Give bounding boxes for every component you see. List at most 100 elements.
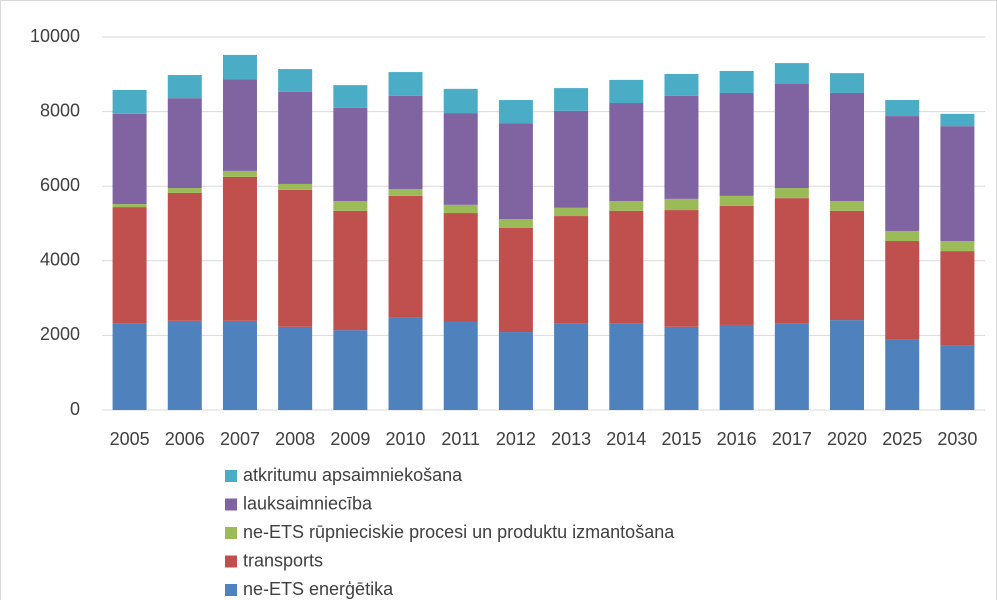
bar-segment xyxy=(333,210,368,331)
legend-swatch xyxy=(225,498,237,511)
x-tick-label: 2009 xyxy=(330,429,370,449)
x-tick-label: 2015 xyxy=(661,429,701,449)
bar-segment xyxy=(554,88,589,111)
bar-segment xyxy=(333,330,368,410)
bar-segment xyxy=(719,92,754,196)
bar-segment xyxy=(222,170,257,177)
bar-segment xyxy=(112,207,147,324)
bar-segment xyxy=(388,317,423,410)
bar-segment xyxy=(333,85,368,108)
bar-segment xyxy=(498,219,533,228)
bar-segment xyxy=(278,189,313,327)
bar-segment xyxy=(388,95,423,190)
bar-segment xyxy=(719,195,754,206)
bar-segment xyxy=(830,92,865,202)
bar-segment xyxy=(112,113,147,205)
bar-segment xyxy=(719,205,754,325)
legend-label: ne-ETS rūpnieciskie procesi un produktu … xyxy=(243,522,675,542)
bar-segment xyxy=(885,230,920,242)
bar-segment xyxy=(940,241,975,252)
legend-swatch xyxy=(225,527,237,539)
x-tick-label: 2020 xyxy=(827,429,867,449)
bar-segment xyxy=(885,116,920,231)
y-tick-label: 2000 xyxy=(40,324,80,344)
bar-segment xyxy=(222,176,257,321)
bar-segment xyxy=(609,210,644,324)
bar-segment xyxy=(167,98,202,189)
bar-segment xyxy=(443,113,478,205)
bar-segment xyxy=(167,75,202,99)
y-tick-label: 10000 xyxy=(30,26,80,46)
bar-segment xyxy=(940,345,975,410)
bar-segment xyxy=(609,103,644,202)
x-tick-label: 2017 xyxy=(772,429,812,449)
bar-segment xyxy=(498,123,533,220)
bar-segment xyxy=(498,332,533,410)
bar-segment xyxy=(112,89,147,114)
legend-swatch xyxy=(225,470,237,482)
bar-segment xyxy=(554,216,589,324)
x-tick-label: 2010 xyxy=(386,429,426,449)
bar-segment xyxy=(609,79,644,104)
bar-segment xyxy=(443,88,478,114)
bar-segment xyxy=(664,95,699,199)
bar-segment xyxy=(167,192,202,321)
bar-segment xyxy=(167,320,202,410)
bar-segment xyxy=(885,241,920,340)
bar-segment xyxy=(609,201,644,211)
bar-segment xyxy=(940,251,975,346)
bar-segment xyxy=(498,227,533,333)
bar-segment xyxy=(278,183,313,190)
bar-segment xyxy=(774,63,809,84)
x-tick-label: 2014 xyxy=(606,429,646,449)
y-tick-label: 4000 xyxy=(40,250,80,270)
bar-segment xyxy=(664,73,699,96)
legend-label: atkritumu apsaimniekošana xyxy=(243,465,463,485)
x-tick-label: 2016 xyxy=(717,429,757,449)
bar-segment xyxy=(885,100,920,117)
bar-segment xyxy=(554,207,589,217)
bar-segment xyxy=(774,188,809,199)
bar-segment xyxy=(609,323,644,410)
bar-segment xyxy=(222,79,257,171)
bar-segment xyxy=(278,326,313,410)
bar-segment xyxy=(940,126,975,242)
legend-swatch xyxy=(225,584,237,596)
bar-segment xyxy=(333,107,368,202)
x-tick-label: 2011 xyxy=(441,429,480,449)
legend-label: ne-ETS enerģētika xyxy=(243,579,394,599)
bar-segment xyxy=(443,213,478,322)
bar-segment xyxy=(388,72,423,96)
legend-swatch xyxy=(225,555,237,568)
bar-segment xyxy=(885,339,920,410)
bar-segment xyxy=(664,198,699,211)
bar-segment xyxy=(830,73,865,93)
x-tick-label: 2005 xyxy=(110,429,150,449)
bar-segment xyxy=(222,320,257,410)
bar-segment xyxy=(278,91,313,184)
bar-segment xyxy=(774,83,809,189)
bar-segment xyxy=(774,198,809,324)
bar-segment xyxy=(940,113,975,127)
y-tick-label: 6000 xyxy=(40,175,80,195)
bar-segment xyxy=(388,189,423,196)
bar-segment xyxy=(222,54,257,80)
legend-label: lauksaimniecība xyxy=(243,493,373,513)
legend-label: transports xyxy=(243,550,323,570)
bar-segment xyxy=(830,320,865,410)
bar-segment xyxy=(167,188,202,193)
bar-segment xyxy=(664,210,699,327)
x-tick-label: 2030 xyxy=(937,429,977,449)
x-tick-label: 2013 xyxy=(551,429,591,449)
x-tick-label: 2008 xyxy=(275,429,315,449)
bar-segment xyxy=(388,195,423,318)
bar-segment xyxy=(498,100,533,124)
bar-segment xyxy=(112,204,147,208)
y-tick-label: 8000 xyxy=(40,100,80,120)
bar-segment xyxy=(719,324,754,410)
bar-segment xyxy=(774,323,809,410)
x-tick-label: 2006 xyxy=(165,429,205,449)
bar-segment xyxy=(554,323,589,410)
bar-segment xyxy=(443,321,478,410)
